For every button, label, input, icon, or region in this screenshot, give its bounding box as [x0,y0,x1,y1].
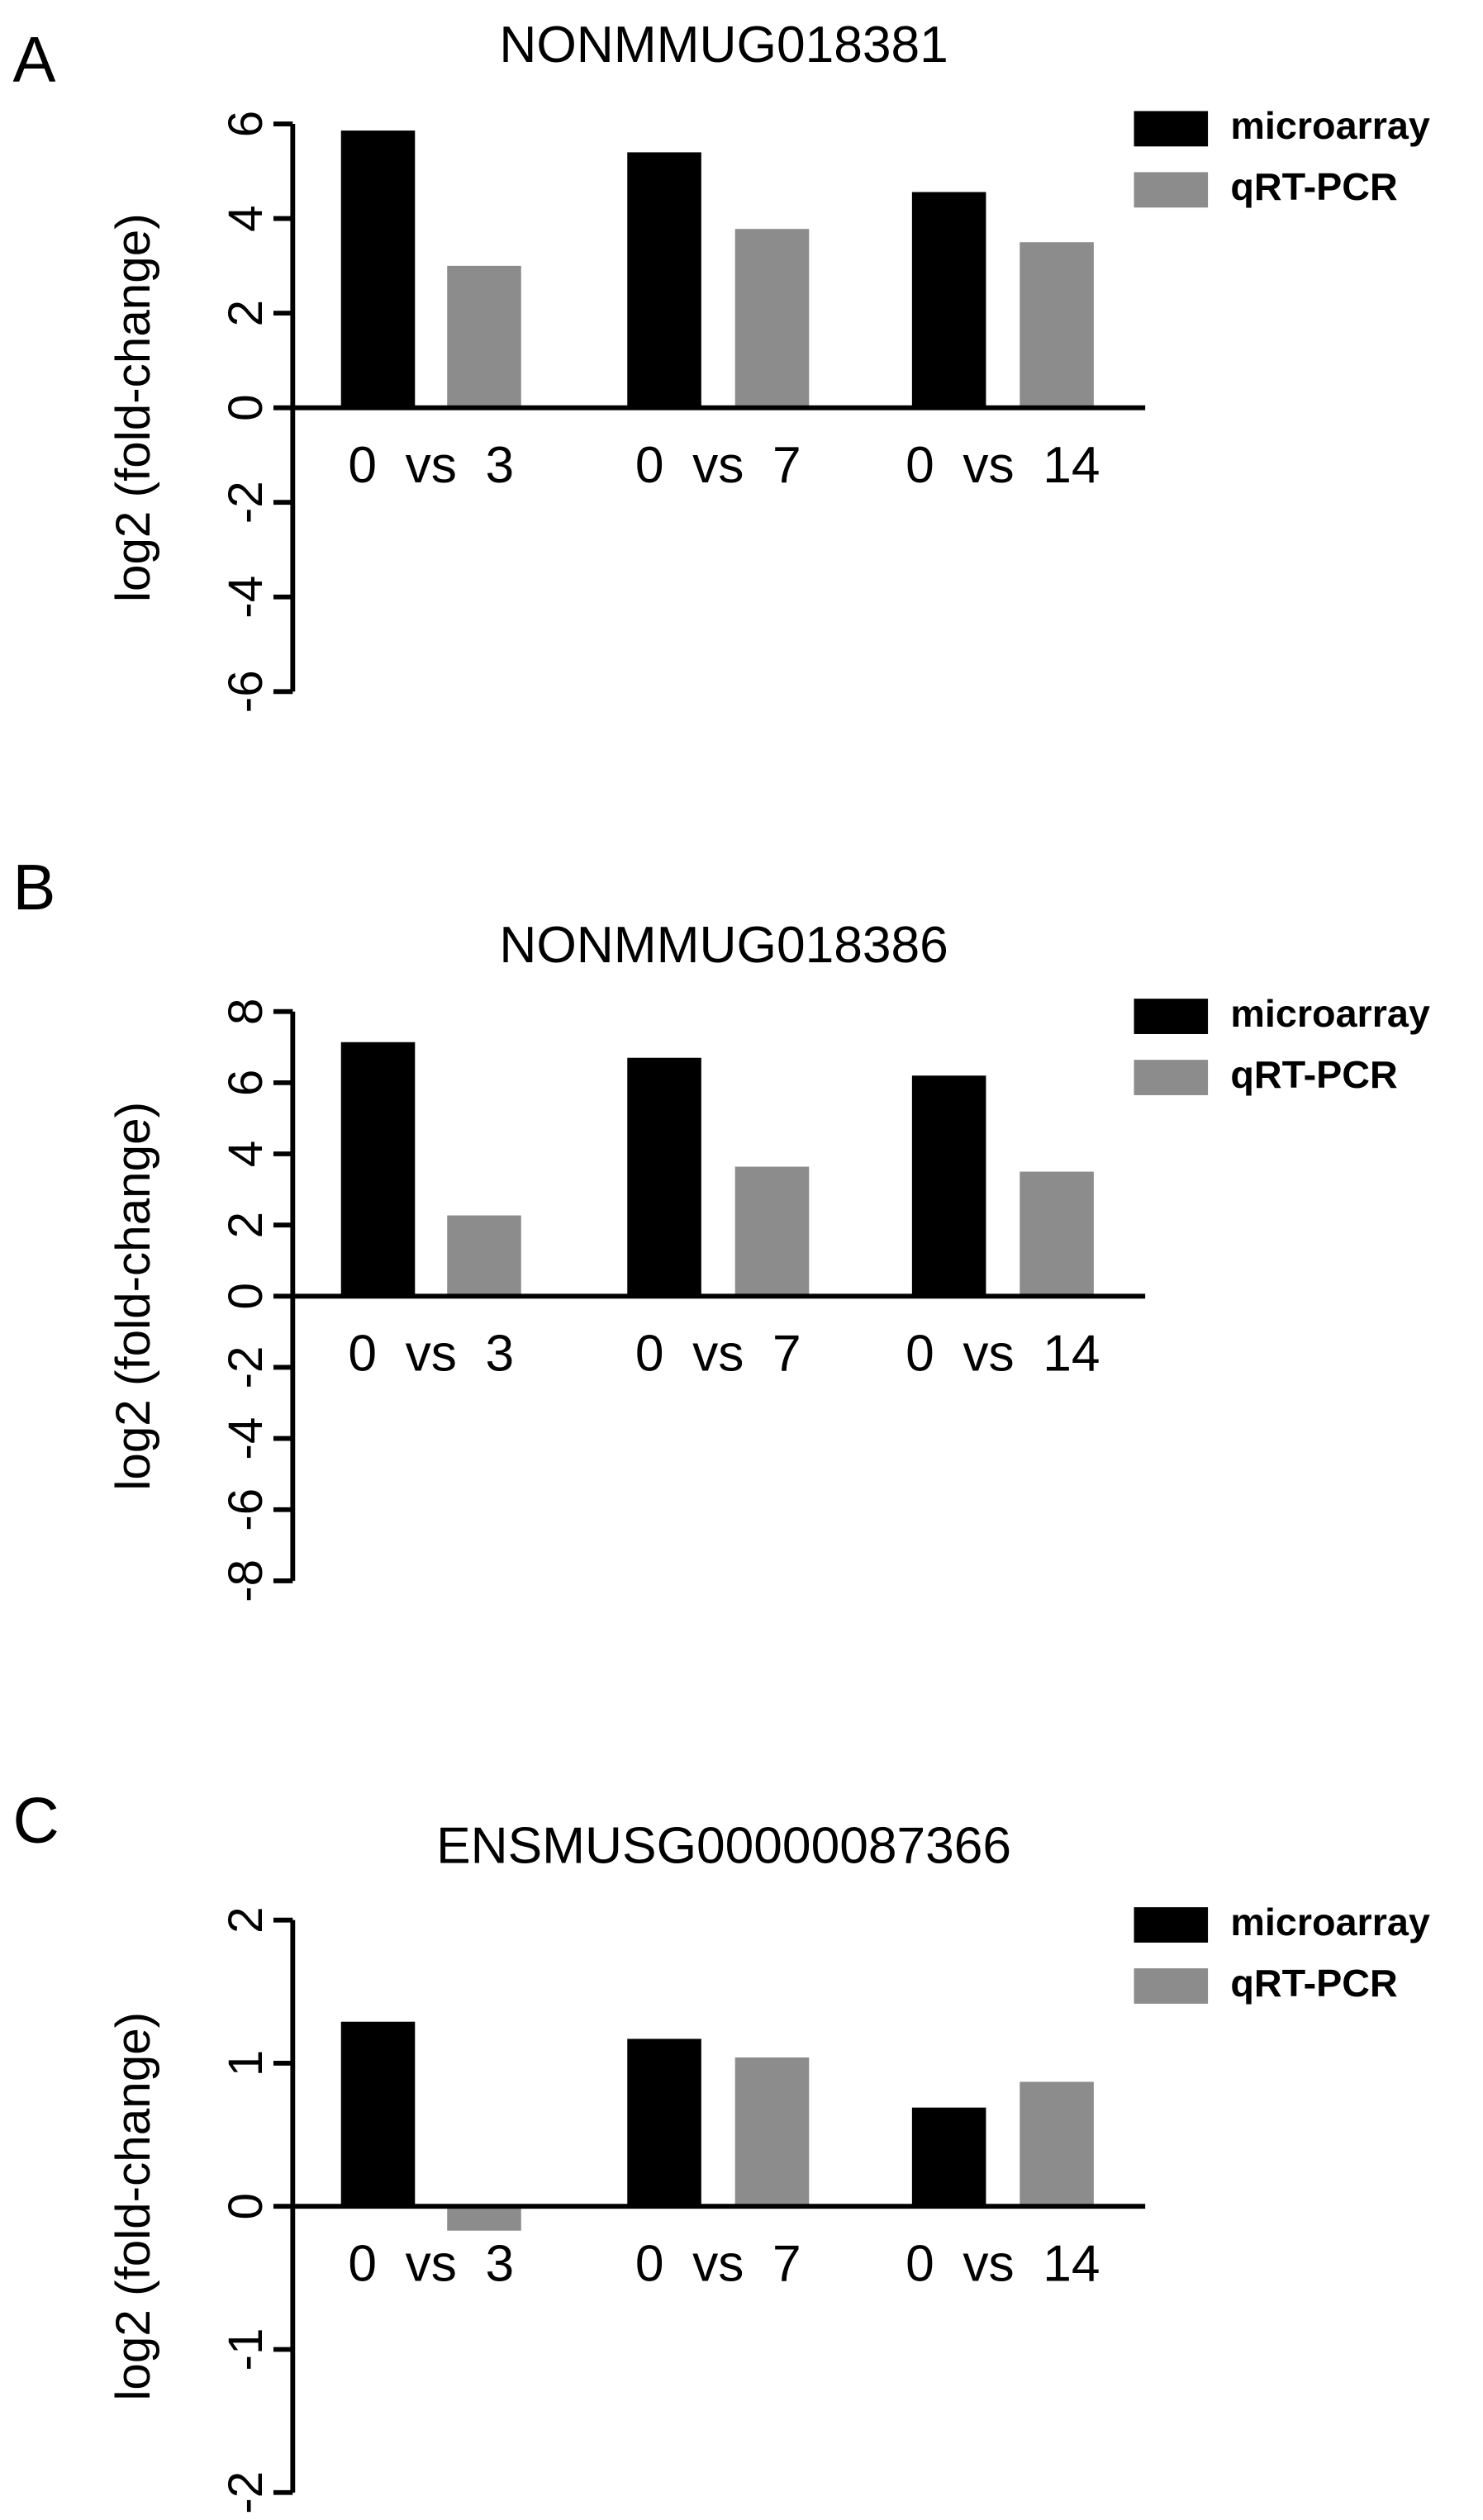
legend-label: microarray [1230,104,1430,147]
legend-swatch [1134,1060,1209,1095]
y-tick-label: 2 [219,1212,273,1238]
legend-label: qRT-PCR [1230,1053,1397,1096]
bar [911,2107,986,2207]
y-tick-label: 2 [219,300,273,326]
bar [340,2021,416,2207]
y-axis-label: log2 (fold-change) [107,1102,160,1491]
y-tick-label: 1 [219,2050,273,2076]
x-tick-label: 0 vs 7 [635,2236,801,2293]
legend-label: qRT-PCR [1230,1962,1397,2005]
bar [447,1215,521,1297]
legend-swatch [1134,1907,1209,1943]
y-tick-label: -4 [219,1417,273,1460]
y-tick-label: 8 [219,998,273,1024]
chart-title: NONMMUG018386 [499,917,948,974]
y-tick-label: -2 [219,481,273,524]
y-tick-label: 0 [219,2193,273,2219]
x-tick-label: 0 vs 7 [635,437,801,494]
bar [1020,242,1094,408]
x-tick-label: 0 vs 7 [635,1326,801,1383]
x-tick-label: 0 vs 3 [348,2236,514,2293]
y-tick-label: 4 [219,1141,273,1167]
bar [447,2206,521,2231]
y-tick-label: 4 [219,205,273,231]
chart-title: NONMMUG018381 [499,17,948,74]
y-tick-label: 6 [219,1070,273,1096]
x-tick-label: 0 vs 14 [905,437,1100,494]
y-tick-label: 6 [219,111,273,137]
x-tick-label: 0 vs 3 [348,437,514,494]
y-tick-label: -6 [219,670,273,713]
y-tick-label: -2 [219,2471,273,2514]
panel-label: A [13,24,56,96]
bar [627,2038,701,2207]
bar [734,2057,810,2207]
bar [627,152,701,408]
bar [627,1057,701,1297]
x-tick-label: 0 vs 14 [905,1326,1100,1383]
legend-label: qRT-PCR [1230,165,1397,208]
y-axis-label: log2 (fold-change) [107,2012,160,2401]
legend-swatch [1134,1968,1209,2004]
y-tick-label: -4 [219,576,273,619]
panel-label: B [13,852,56,923]
y-tick-label: -1 [219,2328,273,2371]
y-tick-label: -2 [219,1345,273,1388]
bar [734,229,810,408]
panel-label: C [13,1784,59,1856]
legend-label: microarray [1230,1901,1430,1943]
legend-swatch [1134,111,1209,147]
chart-title: ENSMUSG00000087366 [436,1817,1011,1874]
bar [340,131,416,408]
legend-label: microarray [1230,992,1430,1035]
y-tick-label: -6 [219,1488,273,1531]
bar [1020,1171,1094,1297]
legend-swatch [1134,999,1209,1034]
x-tick-label: 0 vs 14 [905,2236,1100,2293]
bar [340,1042,416,1297]
bar [447,265,521,408]
y-tick-label: 0 [219,394,273,420]
legend-swatch [1134,172,1209,208]
y-tick-label: -8 [219,1559,273,1602]
x-tick-label: 0 vs 3 [348,1326,514,1383]
bar [734,1166,810,1297]
bar [1020,2081,1094,2207]
y-axis-label: log2 (fold-change) [107,213,160,602]
bar [911,192,986,408]
y-tick-label: 0 [219,1283,273,1309]
bar [911,1075,986,1297]
y-tick-label: 2 [219,1906,273,1933]
